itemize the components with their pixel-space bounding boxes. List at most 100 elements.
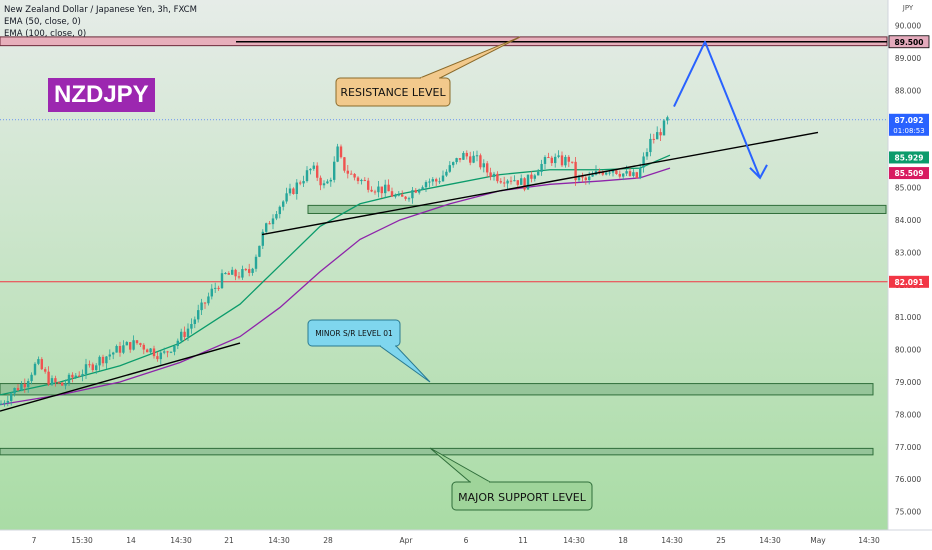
candle-body — [635, 172, 638, 178]
candle-body — [360, 179, 363, 182]
x-tick-label: 14:30 — [858, 536, 880, 545]
candle-body — [567, 156, 570, 162]
candle-body — [217, 287, 220, 289]
candle-body — [282, 201, 285, 207]
candle-body — [421, 187, 424, 190]
candle-body — [159, 352, 162, 360]
candle-body — [146, 349, 149, 353]
candle-body — [118, 346, 122, 353]
candle-body — [642, 156, 645, 168]
candle-body — [74, 375, 77, 378]
candle-body — [105, 356, 108, 364]
candle-body — [20, 383, 23, 391]
x-tick-label: 25 — [716, 536, 726, 545]
candle-body — [237, 276, 241, 278]
candle-body — [503, 182, 506, 184]
candle-body — [574, 161, 577, 181]
candle-body — [302, 181, 305, 184]
x-tick-label: 14:30 — [563, 536, 585, 545]
candle-body — [625, 171, 628, 174]
candle-body — [370, 189, 373, 192]
price-tag-value: 85.509 — [895, 169, 924, 178]
candle-body — [95, 365, 98, 371]
candle-body — [101, 356, 105, 364]
candle-body — [407, 198, 411, 200]
minor-label: MINOR S/R LEVEL 01 — [307, 319, 431, 383]
candle-body — [132, 340, 135, 350]
candle-body — [346, 170, 349, 174]
candle-body — [645, 152, 649, 157]
candle-body — [506, 180, 509, 184]
forecast-arrowhead — [749, 164, 768, 180]
trendline-2 — [261, 131, 819, 236]
y-tick-label: 89.000 — [895, 54, 921, 63]
candle-body — [112, 352, 115, 355]
price-tag-level: 82.091 — [889, 275, 929, 288]
price-tag-bg — [889, 113, 929, 136]
candle-body — [469, 156, 472, 163]
candle-body — [108, 354, 111, 357]
candle-body — [275, 214, 278, 219]
candle-body — [577, 175, 581, 181]
candle-body — [479, 155, 482, 168]
candle-body — [292, 188, 295, 194]
candle-body — [390, 191, 394, 197]
candle-body — [214, 287, 217, 289]
candle-body — [336, 146, 339, 162]
candle-body — [241, 269, 244, 278]
candle-body — [458, 158, 462, 160]
candle-body — [64, 383, 67, 386]
candle-body — [322, 183, 326, 186]
candle-body — [598, 171, 601, 173]
candle-body — [649, 138, 652, 153]
x-tick-label: 11 — [518, 536, 528, 545]
candle-body — [353, 173, 356, 178]
candle-body — [455, 158, 458, 163]
candle-body — [84, 364, 88, 374]
candle-body — [438, 181, 441, 183]
candle-body — [492, 173, 496, 177]
candle-body — [98, 356, 101, 366]
candle-body — [10, 393, 13, 401]
candle-body — [608, 172, 611, 174]
trendline-1 — [0, 342, 241, 412]
candle-body — [231, 269, 234, 275]
candle-body — [210, 288, 213, 297]
x-tick-label: 14:30 — [661, 536, 683, 545]
candle-body — [622, 173, 625, 177]
price-tag-bg — [889, 275, 929, 288]
candle-body — [152, 348, 156, 357]
candle-body — [380, 186, 383, 194]
candle-body — [258, 245, 261, 257]
candle-body — [424, 182, 428, 188]
candle-body — [632, 172, 635, 176]
candle-body — [71, 374, 74, 378]
candle-body — [435, 179, 438, 182]
candle-body — [448, 165, 451, 172]
candle-body — [27, 381, 30, 388]
candle-body — [186, 328, 190, 338]
candle-body — [472, 155, 475, 163]
price-tag-value: 85.929 — [895, 153, 924, 162]
candle-body — [33, 363, 37, 375]
candle-body — [197, 310, 200, 320]
candle-body — [394, 195, 397, 197]
candle-body — [560, 155, 564, 166]
candle-body — [339, 146, 343, 158]
candle-body — [452, 162, 455, 166]
major-label: MAJOR SUPPORT LEVEL — [429, 447, 593, 511]
candle-body — [329, 179, 332, 182]
candle-body — [122, 345, 125, 353]
candle-body — [13, 387, 16, 394]
candle-body — [441, 175, 445, 182]
candle-body — [319, 177, 322, 186]
candle-body — [299, 182, 302, 184]
candle-body — [411, 190, 414, 199]
candle-body — [554, 156, 557, 164]
candle-body — [248, 269, 251, 273]
candle-body — [309, 168, 312, 171]
candle-body — [316, 165, 319, 178]
candle-body — [234, 269, 237, 277]
